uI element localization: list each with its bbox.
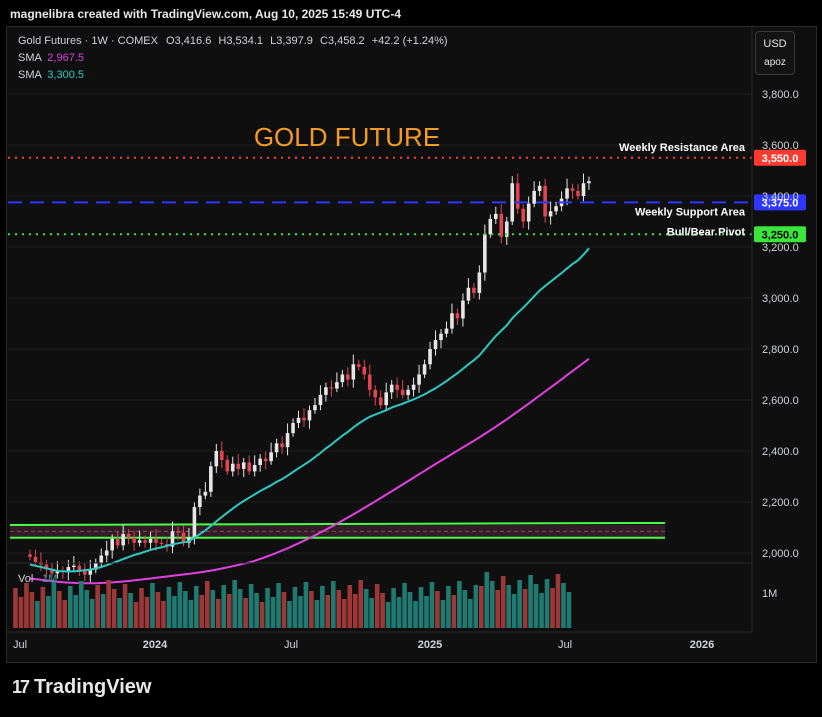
high-label: H <box>218 35 227 47</box>
open-value: 3,416.6 <box>174 35 212 47</box>
currency-label: USD <box>763 38 787 50</box>
ohlc-legend: Gold Futures · 1W · COMEX O3,416.6 H3,53… <box>18 35 448 47</box>
tradingview-logo[interactable]: 17 TradingView <box>12 676 151 699</box>
chart-credit: magnelibra created with TradingView.com,… <box>10 7 402 21</box>
sma-slow-legend[interactable]: SMA 2,967.5 <box>18 52 84 64</box>
close-label: C <box>319 35 328 47</box>
low-label: L <box>270 35 277 47</box>
footer-brand: TradingView <box>34 676 152 698</box>
open-label: O <box>166 35 175 47</box>
currency-scale-button[interactable]: USD apoz <box>755 31 795 75</box>
sma-fast-label: SMA <box>18 69 42 81</box>
sma-fast-value: 3,300.5 <box>47 69 84 81</box>
low-value: 3,397.9 <box>276 35 313 47</box>
chart-panel[interactable]: Gold Futures · 1W · COMEX O3,416.6 H3,53… <box>6 26 817 663</box>
change-value: +42.2 (+1.24%) <box>371 35 448 47</box>
tradingview-logo-icon: 17 <box>12 677 30 697</box>
sma-slow-value: 2,967.5 <box>47 52 84 64</box>
close-value: 3,458.2 <box>327 35 365 47</box>
high-value: 3,534.1 <box>226 35 264 47</box>
sma-fast-legend[interactable]: SMA 3,300.5 <box>18 69 84 81</box>
sma-slow-label: SMA <box>18 52 42 64</box>
symbol-label[interactable]: Gold Futures · 1W · COMEX <box>18 35 158 47</box>
scale-mode-label: apoz <box>764 57 786 68</box>
